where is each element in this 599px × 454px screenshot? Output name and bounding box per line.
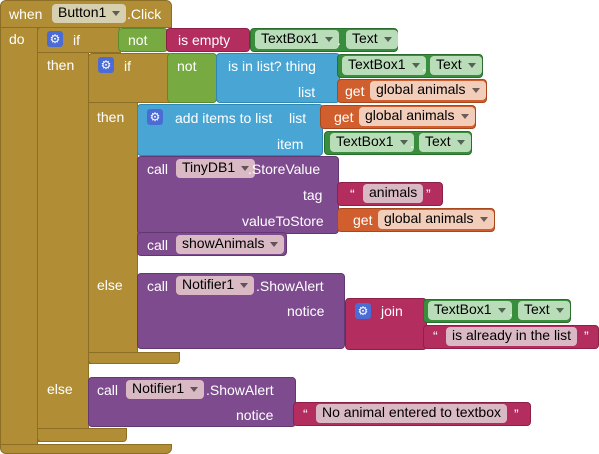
- textbox1-component-dropdown[interactable]: TextBox1: [330, 133, 414, 152]
- open-quote: “: [350, 186, 355, 202]
- show-animals-procedure-dropdown[interactable]: showAnimals: [176, 235, 285, 254]
- storevalue-method-label: .StoreValue: [248, 161, 321, 177]
- else-label: else: [97, 277, 123, 293]
- tinydb1-component-dropdown[interactable]: TinyDB1: [176, 159, 256, 178]
- dot-separator: .: [337, 32, 341, 48]
- open-quote: “: [303, 406, 308, 422]
- get-label: get: [334, 109, 354, 125]
- call-label: call: [147, 237, 169, 253]
- notifier1-component-dropdown[interactable]: Notifier1: [176, 276, 255, 295]
- button1-component-dropdown[interactable]: Button1: [52, 4, 127, 23]
- notifier1-component-dropdown[interactable]: Notifier1: [126, 380, 205, 399]
- notice-socket-label: notice: [287, 303, 325, 319]
- gear-icon[interactable]: ⚙: [147, 109, 163, 125]
- textbox1-component-dropdown[interactable]: TextBox1: [255, 30, 339, 49]
- gear-icon[interactable]: ⚙: [355, 303, 371, 319]
- get-label: get: [353, 212, 373, 228]
- dot-separator: .: [410, 135, 414, 151]
- textbox1-component-dropdown[interactable]: TextBox1: [342, 56, 426, 75]
- tag-socket-label: tag: [303, 187, 323, 203]
- textbox1-component-dropdown[interactable]: TextBox1: [428, 301, 512, 320]
- event-block-bottom: [0, 444, 172, 454]
- value-to-store-socket-label: valueToStore: [242, 213, 324, 229]
- global-animals-dropdown[interactable]: global animals: [378, 210, 494, 229]
- showalert-method-label: .ShowAlert: [256, 278, 324, 294]
- is-empty-block[interactable]: [166, 28, 250, 52]
- is-in-list-label: is in list? thing: [228, 58, 316, 74]
- if-block-inner-bottom: [88, 352, 180, 364]
- no-animal-text-field[interactable]: No animal entered to textbox: [316, 404, 507, 423]
- call-label: call: [147, 278, 169, 294]
- gear-icon[interactable]: ⚙: [98, 57, 114, 73]
- dot-separator: .: [422, 58, 426, 74]
- if-label: if: [73, 32, 80, 48]
- not-block[interactable]: [167, 53, 217, 103]
- close-quote: ”: [426, 186, 431, 202]
- list-socket-label: list: [289, 110, 307, 126]
- if-label: if: [124, 58, 131, 74]
- not-label: not: [177, 58, 197, 74]
- animals-text-field[interactable]: animals: [363, 184, 424, 203]
- if-block-inner-arm: [88, 102, 138, 364]
- add-items-to-list-block[interactable]: [137, 104, 323, 156]
- already-in-list-text-field[interactable]: is already in the list: [446, 327, 578, 346]
- list-socket-label: list: [298, 84, 316, 100]
- showalert-method-label: .ShowAlert: [206, 382, 274, 398]
- do-label: do: [9, 31, 25, 47]
- not-label: not: [128, 32, 148, 48]
- close-quote: ”: [584, 328, 589, 344]
- notice-socket-label: notice: [236, 407, 274, 423]
- is-empty-label: is empty: [178, 32, 231, 48]
- is-in-list-block[interactable]: [216, 53, 340, 103]
- else-label: else: [47, 381, 73, 397]
- if-block-outer-bottom: [37, 428, 127, 442]
- open-quote: “: [433, 328, 438, 344]
- call-label: call: [97, 382, 119, 398]
- item-socket-label: item: [277, 136, 304, 152]
- text-property-dropdown[interactable]: Text: [430, 56, 482, 75]
- join-label: join: [381, 303, 403, 319]
- global-animals-dropdown[interactable]: global animals: [370, 81, 486, 100]
- close-quote: ”: [514, 406, 519, 422]
- gear-icon[interactable]: ⚙: [47, 31, 63, 47]
- dot-separator: .: [509, 303, 513, 319]
- when-label: when: [9, 6, 43, 22]
- text-property-dropdown[interactable]: Text: [346, 30, 398, 49]
- text-property-dropdown[interactable]: Text: [518, 301, 570, 320]
- click-event-label: .Click: [127, 6, 162, 22]
- then-label: then: [47, 57, 75, 73]
- add-items-label: add items to list: [175, 110, 273, 126]
- then-label: then: [97, 109, 125, 125]
- call-label: call: [147, 161, 169, 177]
- event-block-left-arm: [0, 27, 38, 447]
- global-animals-dropdown[interactable]: global animals: [359, 107, 475, 126]
- text-property-dropdown[interactable]: Text: [419, 133, 471, 152]
- get-label: get: [345, 83, 365, 99]
